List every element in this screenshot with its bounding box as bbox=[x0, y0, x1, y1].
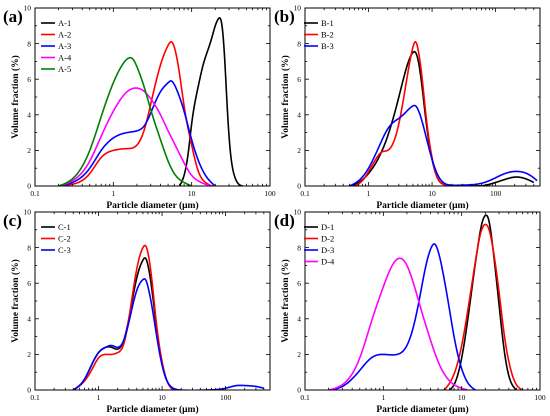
y-tick-label: 6 bbox=[27, 75, 31, 84]
legend-label: B-1 bbox=[321, 18, 334, 28]
y-tick-label: 8 bbox=[297, 243, 301, 252]
x-tick-label: 10 bbox=[158, 393, 166, 402]
y-tick-label: 8 bbox=[27, 39, 31, 48]
y-tick-label: 8 bbox=[27, 243, 31, 252]
y-tick-label: 10 bbox=[294, 208, 302, 217]
series-line bbox=[328, 257, 469, 390]
series-line bbox=[72, 244, 174, 390]
series-group bbox=[58, 17, 244, 186]
y-tick-label: 6 bbox=[297, 75, 301, 84]
legend-label: A-1 bbox=[58, 18, 71, 28]
chart-panel: 0.1 1 10 100 0 2 4 6 8 10 Particle diameter (μm) Vo… bbox=[274, 208, 546, 415]
legend-label: C-1 bbox=[58, 222, 71, 232]
y-tick-label: 4 bbox=[27, 315, 31, 324]
legend-label: C-3 bbox=[58, 245, 71, 255]
legend-label: A-3 bbox=[58, 41, 71, 51]
series-line bbox=[72, 278, 265, 390]
y-axis-title: Volume fraction (%) bbox=[10, 259, 21, 343]
legend-label: C-2 bbox=[58, 234, 71, 244]
y-tick-label: 0 bbox=[297, 182, 301, 191]
series-line bbox=[354, 40, 452, 186]
x-tick-label: 100 bbox=[534, 393, 546, 402]
x-tick-label: 0.1 bbox=[300, 393, 310, 402]
y-tick-label: 2 bbox=[27, 146, 31, 155]
plot-frame bbox=[304, 211, 541, 391]
legend-label: A-4 bbox=[58, 53, 72, 63]
x-tick-label: 1 bbox=[381, 393, 385, 402]
series-line bbox=[449, 214, 517, 390]
x-tick-label: 1 bbox=[97, 393, 101, 402]
x-tick-label: 100 bbox=[220, 393, 232, 402]
legend-label: D-4 bbox=[321, 257, 335, 267]
y-tick-label: 0 bbox=[27, 386, 31, 395]
series-line bbox=[328, 243, 476, 390]
y-tick-label: 10 bbox=[24, 208, 32, 217]
y-tick-label: 10 bbox=[24, 4, 32, 13]
y-tick-label: 2 bbox=[297, 350, 301, 359]
legend: D-1 D-2D-3 D-4 bbox=[304, 222, 335, 267]
series-group bbox=[349, 40, 538, 186]
legend-label: B-3 bbox=[321, 41, 334, 51]
series-line bbox=[72, 257, 174, 390]
series-line bbox=[443, 223, 523, 390]
y-tick-label: 6 bbox=[27, 279, 31, 288]
series-line bbox=[349, 50, 535, 186]
series-line bbox=[58, 41, 213, 186]
chart-panel: 0.1 1 10 100 0 2 4 6 8 10 Particle diameter (μm) Vo… bbox=[3, 208, 271, 415]
legend-label: D-1 bbox=[321, 222, 334, 232]
legend: A-1 A-2A-3 A-4A-5 bbox=[41, 18, 72, 74]
series-line bbox=[349, 104, 538, 186]
y-tick-label: 0 bbox=[297, 386, 301, 395]
x-tick-label: 0.1 bbox=[30, 189, 40, 198]
legend-label: B-2 bbox=[321, 30, 334, 40]
x-tick-label: 0.1 bbox=[30, 393, 40, 402]
series-line bbox=[178, 17, 244, 186]
panel-label: (c) bbox=[3, 211, 22, 230]
panel-label: (a) bbox=[3, 7, 23, 26]
panel-label: (d) bbox=[274, 211, 295, 230]
x-tick-label: 1 bbox=[367, 189, 371, 198]
x-axis-title: Particle diameter (μm) bbox=[376, 404, 468, 415]
x-tick-label: 10 bbox=[188, 189, 196, 198]
x-axis-title: Particle diameter (μm) bbox=[106, 404, 198, 415]
panel-label: (b) bbox=[274, 7, 295, 26]
x-tick-label: 10 bbox=[428, 189, 436, 198]
series-group bbox=[328, 214, 523, 390]
legend: B-1 B-2B-3 bbox=[304, 18, 334, 51]
y-axis-title: Volume fraction (%) bbox=[280, 259, 291, 343]
series-group bbox=[72, 244, 265, 390]
y-tick-label: 6 bbox=[297, 279, 301, 288]
y-tick-label: 2 bbox=[297, 146, 301, 155]
legend-label: A-2 bbox=[58, 30, 71, 40]
legend-label: D-2 bbox=[321, 234, 334, 244]
y-tick-label: 0 bbox=[27, 182, 31, 191]
legend: C-1 C-2C-3 bbox=[41, 222, 71, 255]
series-line bbox=[58, 56, 192, 186]
series-line bbox=[58, 87, 216, 186]
y-tick-label: 8 bbox=[297, 39, 301, 48]
x-tick-label: 1 bbox=[111, 189, 115, 198]
x-tick-label: 10 bbox=[458, 393, 466, 402]
x-tick-label: 100 bbox=[264, 189, 276, 198]
y-axis-title: Volume fraction (%) bbox=[280, 55, 291, 139]
x-axis-title: Particle diameter (μm) bbox=[106, 200, 198, 211]
x-tick-label: 0.1 bbox=[300, 189, 310, 198]
x-axis-title: Particle diameter (μm) bbox=[376, 200, 468, 211]
y-tick-label: 4 bbox=[27, 111, 31, 120]
y-axis-title: Volume fraction (%) bbox=[10, 55, 21, 139]
legend-label: A-5 bbox=[58, 64, 71, 74]
chart-panel: 0.1 1 10 100 0 2 4 6 8 10 Particle diameter (μm) Vo… bbox=[274, 4, 541, 211]
x-tick-label: 100 bbox=[490, 189, 502, 198]
chart-panel: 0.1 1 10 100 0 2 4 6 8 10 Particle diameter (μm) Vo… bbox=[3, 4, 276, 211]
series-line bbox=[58, 80, 216, 186]
y-tick-label: 10 bbox=[294, 4, 302, 13]
legend-label: D-3 bbox=[321, 245, 334, 255]
y-tick-label: 4 bbox=[297, 315, 301, 324]
y-tick-label: 4 bbox=[297, 111, 301, 120]
y-tick-label: 2 bbox=[27, 350, 31, 359]
